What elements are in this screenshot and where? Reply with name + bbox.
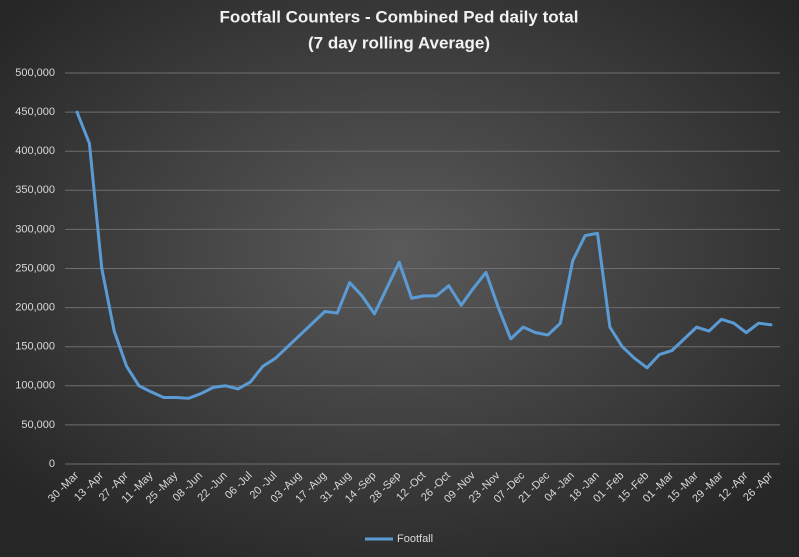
y-tick-label: 150,000: [15, 341, 55, 353]
y-tick-label: 450,000: [15, 106, 55, 118]
legend-label: Footfall: [397, 533, 433, 545]
y-tick-label: 50,000: [21, 419, 55, 431]
y-tick-label: 350,000: [15, 184, 55, 196]
y-tick-label: 300,000: [15, 223, 55, 235]
y-tick-label: 250,000: [15, 262, 55, 274]
data-line: [75, 110, 773, 400]
y-tick-label: 200,000: [15, 302, 55, 314]
y-tick-label: 400,000: [15, 145, 55, 157]
chart-subtitle: (7 day rolling Average): [308, 33, 490, 52]
chart-title: Footfall Counters - Combined Ped daily t…: [220, 7, 579, 26]
y-tick-label: 0: [49, 458, 55, 470]
y-tick-label: 100,000: [15, 380, 55, 392]
y-tick-label: 500,000: [15, 67, 55, 79]
